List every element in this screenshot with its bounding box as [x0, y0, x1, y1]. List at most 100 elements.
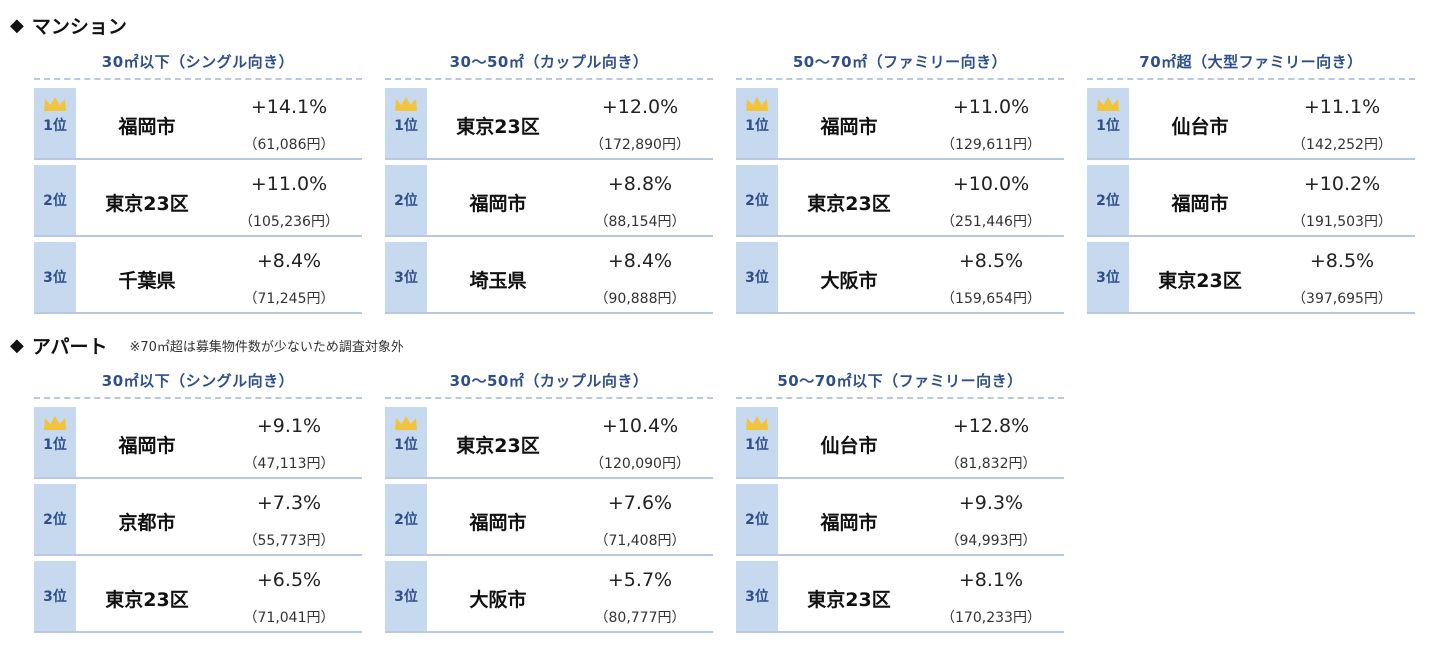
- rank-cell: 1位: [34, 88, 76, 158]
- rent-increase-rate: +10.0%: [952, 173, 1030, 195]
- rank-row: 2位 東京23区 +10.0% （251,446円）: [736, 165, 1064, 237]
- average-rent: （80,777円）: [594, 610, 686, 626]
- rank-row: 1位 福岡市 +9.1% （47,113円）: [34, 407, 362, 479]
- rank-label: 2位: [394, 512, 418, 528]
- rank-cell: 1位: [385, 88, 427, 158]
- rank-label: 3位: [43, 270, 67, 286]
- average-rent: （81,832円）: [945, 456, 1037, 472]
- average-rent: （61,086円）: [243, 137, 335, 153]
- crown-icon: [1096, 96, 1120, 112]
- rent-increase-rate: +7.6%: [607, 492, 673, 514]
- average-rent: （251,446円）: [941, 214, 1041, 230]
- average-rent: （55,773円）: [243, 533, 335, 549]
- city-name: 東京23区: [807, 589, 891, 611]
- rank-label: 2位: [43, 512, 67, 528]
- average-rent: （71,408円）: [594, 533, 686, 549]
- rent-increase-rate: +5.7%: [607, 569, 673, 591]
- city-name: 東京23区: [807, 193, 891, 215]
- rent-increase-rate: +8.4%: [607, 250, 673, 272]
- rent-increase-rate: +7.3%: [256, 492, 322, 514]
- average-rent: （397,695円）: [1292, 291, 1392, 307]
- average-rent: （191,503円）: [1292, 214, 1392, 230]
- rank-cell: 1位: [736, 88, 778, 158]
- city-name: 福岡市: [1171, 193, 1229, 215]
- rank-label: 3位: [1096, 270, 1120, 286]
- rank-row: 3位 大阪市 +8.5% （159,654円）: [736, 242, 1064, 314]
- city-name: 福岡市: [469, 193, 527, 215]
- rank-cell: 1位: [1087, 88, 1129, 158]
- city-name: 千葉県: [118, 270, 176, 292]
- rent-increase-rate: +10.4%: [601, 415, 679, 437]
- rank-label: 1位: [394, 437, 418, 453]
- rank-cell: 3位: [1087, 242, 1129, 312]
- rent-increase-rate: +8.8%: [607, 173, 673, 195]
- panel-heading: 30㎡以下（シングル向き）: [34, 367, 362, 399]
- ranking-panel: 30㎡以下（シングル向き） 1位 福岡市 +14.1% （61,086円） 2位 東京23区…: [34, 48, 362, 314]
- average-rent: （94,993円）: [945, 533, 1037, 549]
- rank-cell: 2位: [385, 165, 427, 235]
- rank-label: 2位: [745, 193, 769, 209]
- section-title-mansion: ◆ マンション: [10, 12, 127, 39]
- city-name: 東京23区: [456, 435, 540, 457]
- city-name: 京都市: [118, 512, 176, 534]
- crown-icon: [43, 96, 67, 112]
- rank-cell: 1位: [385, 407, 427, 477]
- city-name: 埼玉県: [469, 270, 527, 292]
- rent-increase-rate: +8.5%: [958, 250, 1024, 272]
- rank-cell: 2位: [1087, 165, 1129, 235]
- crown-icon: [745, 415, 769, 431]
- section-title-text: マンション: [31, 16, 127, 38]
- rank-label: 1位: [43, 437, 67, 453]
- crown-icon: [394, 415, 418, 431]
- rank-row: 3位 東京23区 +8.5% （397,695円）: [1087, 242, 1415, 314]
- rank-row: 2位 福岡市 +10.2% （191,503円）: [1087, 165, 1415, 237]
- average-rent: （90,888円）: [594, 291, 686, 307]
- panel-heading: 50～70㎡（ファミリー向き）: [736, 48, 1064, 80]
- rank-cell: 1位: [34, 407, 76, 477]
- rank-cell: 2位: [34, 165, 76, 235]
- rank-row: 3位 大阪市 +5.7% （80,777円）: [385, 561, 713, 633]
- average-rent: （71,245円）: [243, 291, 335, 307]
- city-name: 大阪市: [820, 270, 878, 292]
- rank-row: 1位 仙台市 +12.8% （81,832円）: [736, 407, 1064, 479]
- rank-row: 3位 千葉県 +8.4% （71,245円）: [34, 242, 362, 314]
- rank-row: 1位 福岡市 +14.1% （61,086円）: [34, 88, 362, 160]
- city-name: 大阪市: [469, 589, 527, 611]
- average-rent: （159,654円）: [941, 291, 1041, 307]
- rank-label: 2位: [1096, 193, 1120, 209]
- city-name: 福岡市: [118, 116, 176, 138]
- ranking-panel: 30～50㎡（カップル向き） 1位 東京23区 +10.4% （120,090円） 2位 福…: [385, 367, 713, 633]
- rank-row: 2位 福岡市 +9.3% （94,993円）: [736, 484, 1064, 556]
- section-title-apartment: ◆ アパート ※70㎡超は募集物件数が少ないため調査対象外: [10, 332, 404, 359]
- rank-row: 1位 東京23区 +12.0% （172,890円）: [385, 88, 713, 160]
- section-title-text: アパート: [31, 336, 108, 358]
- crown-icon: [745, 96, 769, 112]
- rent-increase-rate: +12.8%: [952, 415, 1030, 437]
- rank-cell: 2位: [385, 484, 427, 554]
- rank-cell: 3位: [736, 561, 778, 631]
- rank-row: 2位 京都市 +7.3% （55,773円）: [34, 484, 362, 556]
- rent-increase-rate: +11.0%: [952, 96, 1030, 118]
- rank-cell: 3位: [385, 561, 427, 631]
- rank-cell: 2位: [34, 484, 76, 554]
- rank-cell: 1位: [736, 407, 778, 477]
- rent-increase-rate: +6.5%: [256, 569, 322, 591]
- rank-row: 2位 福岡市 +7.6% （71,408円）: [385, 484, 713, 556]
- rent-increase-rate: +8.4%: [256, 250, 322, 272]
- rank-row: 1位 仙台市 +11.1% （142,252円）: [1087, 88, 1415, 160]
- rank-label: 2位: [43, 193, 67, 209]
- rent-increase-rate: +9.1%: [256, 415, 322, 437]
- city-name: 東京23区: [105, 589, 189, 611]
- city-name: 仙台市: [1171, 116, 1229, 138]
- rent-increase-rate: +10.2%: [1303, 173, 1381, 195]
- city-name: 福岡市: [118, 435, 176, 457]
- rent-increase-rate: +9.3%: [958, 492, 1024, 514]
- rent-increase-rate: +11.1%: [1303, 96, 1381, 118]
- ranking-panel: 50～70㎡以下（ファミリー向き） 1位 仙台市 +12.8% （81,832円） 2位 福…: [736, 367, 1064, 633]
- city-name: 福岡市: [820, 512, 878, 534]
- rank-label: 1位: [745, 437, 769, 453]
- rank-row: 1位 東京23区 +10.4% （120,090円）: [385, 407, 713, 479]
- average-rent: （172,890円）: [590, 137, 690, 153]
- panel-heading: 70㎡超（大型ファミリー向き）: [1087, 48, 1415, 80]
- panel-heading: 30㎡以下（シングル向き）: [34, 48, 362, 80]
